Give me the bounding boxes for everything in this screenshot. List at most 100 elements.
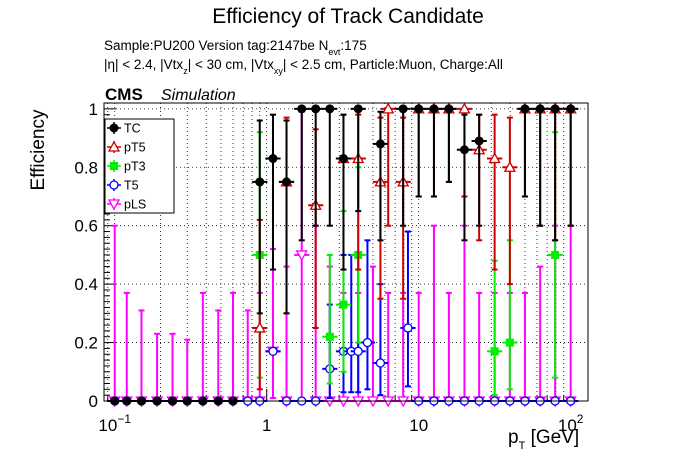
- data-point-TC: [456, 113, 473, 242]
- data-point-pLS: [107, 224, 123, 408]
- marker-TC: [338, 154, 348, 164]
- marker-TC: [375, 139, 385, 149]
- data-point-pT5: [487, 113, 503, 271]
- data-point-pLS: [456, 224, 473, 408]
- data-point-TC: [322, 104, 338, 227]
- plot-frame: [103, 102, 589, 402]
- marker-pLS: [295, 250, 308, 262]
- data-point-pLS: [119, 291, 135, 408]
- data-point-pLS: [517, 291, 533, 408]
- series-layer: [107, 102, 579, 408]
- y-axis-label: Efficiency: [28, 109, 49, 190]
- marker-pT3: [325, 332, 334, 341]
- marker-T5: [268, 346, 278, 356]
- data-point-TC: [395, 104, 411, 227]
- marker-TC: [566, 104, 576, 114]
- marker-pT3: [490, 347, 499, 356]
- data-point-TC: [335, 113, 352, 271]
- marker-pT5: [458, 102, 471, 114]
- marker-T5: [353, 346, 363, 356]
- data-point-TC: [532, 104, 548, 227]
- x-axis-label: pT [GeV]: [508, 427, 579, 452]
- x-tick-label: 102: [558, 412, 584, 435]
- legend-item-pLS: pLS: [107, 198, 146, 212]
- data-point-pLS: [164, 332, 181, 408]
- y-tick-label: 1: [89, 100, 98, 119]
- marker-TC: [550, 104, 560, 114]
- x-tick-label: 10−1: [98, 412, 131, 435]
- data-point-TC: [411, 104, 427, 198]
- marker-TC: [325, 104, 335, 114]
- legend-item-T5: T5: [107, 179, 139, 193]
- marker-T5: [403, 323, 413, 333]
- data-point-pLS: [133, 309, 150, 408]
- data-point-TC: [278, 119, 295, 315]
- y-tick-label: 0: [89, 392, 98, 411]
- legend-marker: [110, 162, 118, 170]
- data-point-pLS: [380, 291, 396, 408]
- marker-TC: [268, 154, 278, 164]
- marker-TC: [429, 104, 439, 114]
- cms-label: CMS: [105, 85, 143, 104]
- chart-title: Efficiency of Track Candidate: [212, 5, 484, 28]
- data-point-TC: [547, 104, 563, 242]
- data-point-T5: [359, 239, 376, 391]
- marker-pT3: [505, 338, 514, 347]
- data-point-pLS: [426, 224, 442, 408]
- cuts-line: |η| < 2.4, |Vtxz| < 30 cm, |Vtxxy| < 2.5…: [104, 57, 503, 76]
- data-point-pT5: [380, 102, 396, 227]
- data-point-pLS: [195, 291, 211, 408]
- y-tick-label: 0.4: [74, 275, 98, 294]
- marker-TC: [520, 104, 530, 114]
- y-tick-label: 0.8: [74, 158, 98, 177]
- x-tick-label: 10: [409, 416, 428, 435]
- data-point-TC: [265, 113, 281, 271]
- data-point-pLS: [179, 338, 195, 408]
- data-point-T5: [265, 346, 281, 356]
- marker-TC: [282, 177, 292, 187]
- marker-pT3: [551, 250, 560, 259]
- marker-T5: [375, 358, 386, 368]
- data-point-TC: [441, 104, 457, 183]
- marker-pT5: [488, 152, 501, 164]
- marker-TC: [297, 104, 307, 114]
- legend-item-TC: TC: [107, 122, 141, 136]
- data-point-T5: [372, 283, 389, 397]
- y-tick-label: 0.2: [74, 334, 98, 353]
- data-point-pLS: [563, 224, 579, 408]
- data-point-pLS: [441, 291, 457, 408]
- data-point-pLS: [265, 248, 281, 400]
- data-point-pLS: [532, 265, 548, 408]
- data-point-pLS: [210, 309, 226, 408]
- data-point-T5: [400, 230, 416, 388]
- legend-item-pT3: pT3: [107, 160, 146, 174]
- marker-TC: [398, 104, 408, 114]
- legend-label: pT3: [124, 160, 146, 174]
- legend-label: TC: [124, 122, 141, 136]
- data-point-pLS: [411, 291, 427, 408]
- data-point-TC: [563, 104, 579, 227]
- data-point-TC: [294, 104, 310, 242]
- data-point-TC: [252, 119, 268, 315]
- data-point-TC: [350, 104, 366, 213]
- legend-label: pLS: [124, 198, 146, 212]
- marker-TC: [535, 104, 545, 114]
- legend-label: pT5: [124, 141, 146, 155]
- y-tick-label: 0.6: [74, 217, 98, 236]
- legend-marker: [107, 199, 121, 211]
- grid: [104, 103, 588, 401]
- data-point-pT3: [322, 253, 338, 385]
- marker-TC: [444, 104, 454, 114]
- marker-TC: [414, 104, 424, 114]
- marker-pT5: [253, 321, 266, 333]
- marker-TC: [459, 145, 469, 155]
- legend: TC pT5 pT3 T5 pLS: [104, 118, 175, 214]
- marker-pT5: [382, 102, 395, 114]
- data-point-TC: [308, 104, 324, 227]
- marker-T5: [362, 337, 373, 348]
- data-point-TC: [372, 110, 389, 242]
- data-point-pLS: [225, 291, 241, 408]
- marker-TC: [311, 104, 321, 114]
- marker-pT5: [503, 160, 516, 172]
